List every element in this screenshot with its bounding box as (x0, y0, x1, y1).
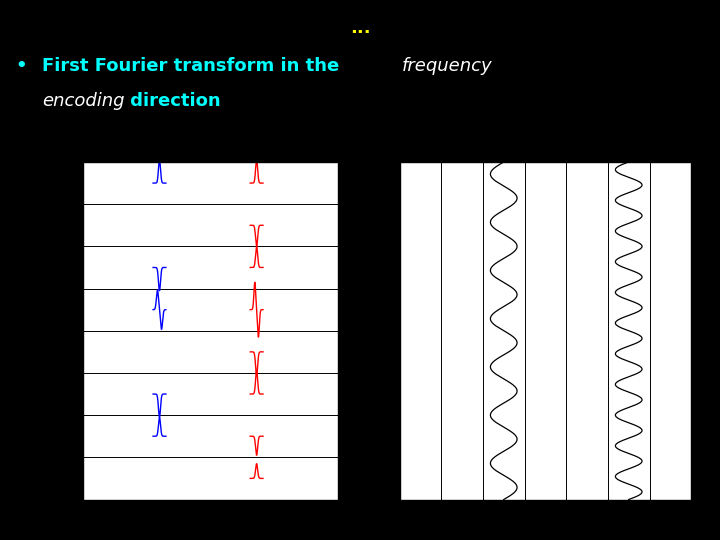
Text: ...: ... (350, 19, 370, 37)
Text: First Fourier transform in the: First Fourier transform in the (42, 57, 346, 75)
Text: frequency: frequency (402, 57, 492, 75)
Text: encoding: encoding (42, 92, 125, 110)
X-axis label: Frequency Encoding Direction: Frequency Encoding Direction (132, 504, 289, 514)
Text: direction: direction (124, 92, 220, 110)
Y-axis label: Phase Encoding Direction: Phase Encoding Direction (68, 264, 78, 397)
X-axis label: Frequency Encoding Direction: Frequency Encoding Direction (467, 504, 624, 514)
Y-axis label: Phase Encoding Direction: Phase Encoding Direction (385, 264, 395, 397)
Text: •: • (16, 57, 27, 75)
